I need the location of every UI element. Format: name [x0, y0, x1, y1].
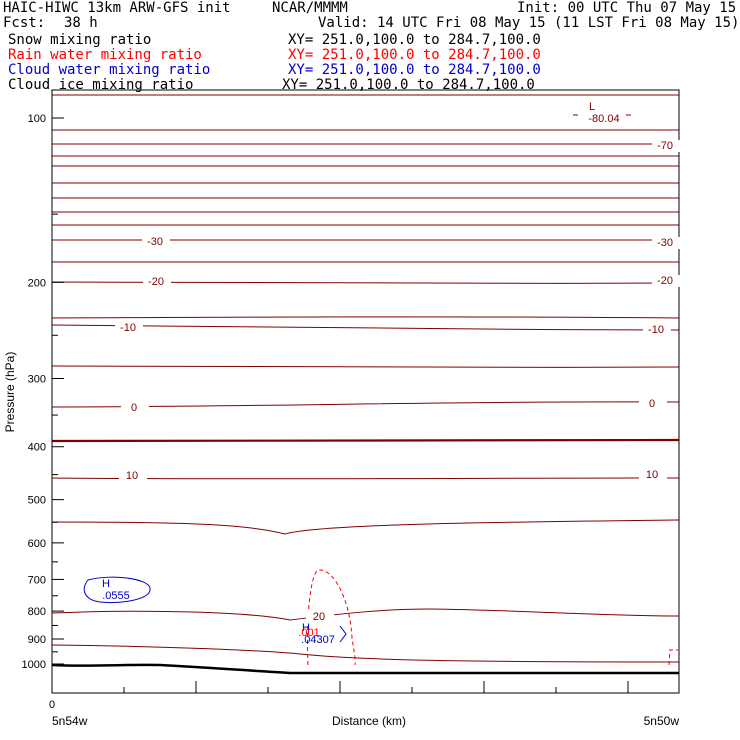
x-endpoint-left: 5n54w [52, 714, 88, 728]
field-name-snow: Snow mixing ratio [8, 32, 152, 48]
extremum-type: H [302, 622, 310, 634]
x-endpoint-right: 5n50w [644, 714, 680, 728]
field-name-cloud-ice: Cloud ice mixing ratio [8, 77, 194, 93]
y-tick-label: 700 [28, 574, 46, 586]
label-bg [652, 237, 680, 249]
contour-label: -10 [648, 324, 664, 336]
temperature-contour [51, 438, 680, 443]
contour-label: -30 [657, 237, 673, 249]
ground-line [51, 663, 680, 675]
field-xy-cloud-ice: XY= 251.0,100.0 to 284.7,100.0 [282, 77, 535, 93]
extremum-type: L [589, 101, 595, 113]
y-tick-label: 100 [28, 113, 46, 125]
label-bg [119, 470, 147, 482]
extremum-value: .001 [298, 627, 319, 639]
label-bg [115, 322, 143, 334]
contour-label: -20 [148, 276, 164, 288]
y-tick-label: 1000 [22, 659, 46, 671]
contour-label: 0 [649, 398, 655, 410]
field-xy-rain: XY= 251.0,100.0 to 284.7,100.0 [288, 47, 541, 63]
y-tick-label: 300 [28, 374, 46, 386]
plot-frame [51, 89, 680, 694]
fcst-value: 38 h [64, 15, 98, 31]
extremum-value: -80.04 [588, 113, 619, 125]
rain-contour [307, 569, 356, 666]
temperature-contour [51, 608, 680, 621]
model-title: HAIC-HIWC 13km ARW-GFS init [3, 0, 231, 16]
extremum-value: .04307 [301, 634, 335, 646]
center-name: NCAR/MMMM [272, 0, 348, 16]
init-time: Init: 00 UTC Thu 07 May 15 [517, 0, 737, 16]
temperature-contour [51, 644, 680, 663]
label-bg [639, 469, 667, 481]
contour-label: 20 [313, 611, 325, 623]
valid-time: Valid: 14 UTC Fri 08 May 15 (11 LST Fri … [318, 15, 740, 31]
label-bg [142, 236, 170, 248]
y-tick-label: 400 [28, 442, 46, 454]
contour-label: -10 [120, 322, 136, 334]
y-tick-label: 800 [28, 606, 46, 618]
extremum-value: .0555 [102, 590, 130, 602]
contour-label: -20 [657, 275, 673, 287]
temperature-contour [51, 365, 680, 368]
temperature-contour [51, 281, 680, 284]
field-xy-cloud-water: XY= 251.0,100.0 to 284.7,100.0 [288, 62, 541, 78]
y-tick-label: 900 [28, 634, 46, 646]
x-tick-label: 0 [49, 699, 55, 711]
label-bg [652, 275, 680, 287]
label-bg [143, 276, 171, 288]
contour-label: 0 [131, 402, 137, 414]
contour-label: 10 [126, 470, 138, 482]
label-bg [643, 324, 671, 336]
cloud-water-contour [83, 576, 151, 603]
y-tick-label: 200 [28, 277, 46, 289]
temperature-contour [51, 519, 680, 535]
label-bg [652, 140, 680, 152]
field-name-rain: Rain water mixing ratio [8, 47, 202, 63]
fcst-label: Fcst: [3, 15, 46, 31]
extremum-type: H [102, 578, 110, 590]
y-axis-label: Pressure (hPa) [3, 352, 17, 433]
rain-contour [668, 649, 678, 666]
temperature-contour [51, 324, 680, 331]
label-bg [121, 402, 149, 414]
contour-label: -70 [657, 140, 673, 152]
contour-label: 10 [646, 469, 658, 481]
field-name-cloud-water: Cloud water mixing ratio [8, 62, 211, 78]
label-bg [639, 398, 667, 410]
field-xy-snow: XY= 251.0,100.0 to 284.7,100.0 [288, 32, 541, 48]
contour-label: -30 [147, 236, 163, 248]
label-bg [306, 611, 334, 623]
cloud-water-contour [339, 625, 347, 643]
y-tick-label: 600 [28, 538, 46, 550]
temperature-contour [51, 316, 680, 319]
y-tick-label: 500 [28, 495, 46, 507]
x-axis-label: Distance (km) [332, 714, 406, 728]
